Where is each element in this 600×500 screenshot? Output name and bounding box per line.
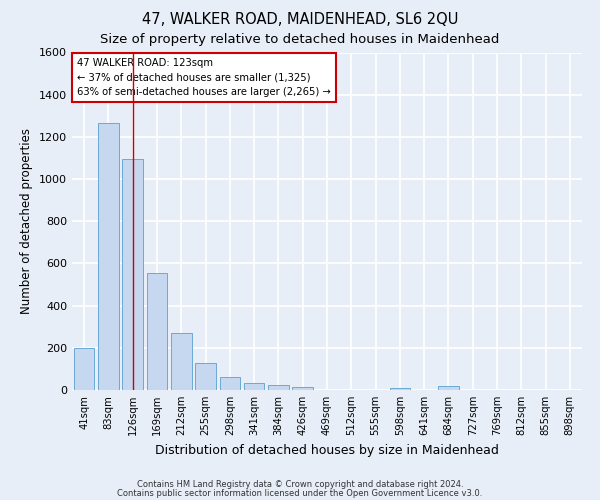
- Text: Contains public sector information licensed under the Open Government Licence v3: Contains public sector information licen…: [118, 489, 482, 498]
- Text: Contains HM Land Registry data © Crown copyright and database right 2024.: Contains HM Land Registry data © Crown c…: [137, 480, 463, 489]
- Bar: [292, 387, 313, 390]
- X-axis label: Distribution of detached houses by size in Maidenhead: Distribution of detached houses by size …: [155, 444, 499, 456]
- Y-axis label: Number of detached properties: Number of detached properties: [20, 128, 34, 314]
- Bar: [74, 348, 94, 390]
- Bar: [146, 273, 167, 390]
- Bar: [244, 382, 265, 390]
- Bar: [438, 386, 459, 390]
- Text: 47, WALKER ROAD, MAIDENHEAD, SL6 2QU: 47, WALKER ROAD, MAIDENHEAD, SL6 2QU: [142, 12, 458, 28]
- Bar: [171, 333, 191, 390]
- Text: 47 WALKER ROAD: 123sqm
← 37% of detached houses are smaller (1,325)
63% of semi-: 47 WALKER ROAD: 123sqm ← 37% of detached…: [77, 58, 331, 97]
- Bar: [220, 378, 240, 390]
- Bar: [98, 123, 119, 390]
- Bar: [122, 159, 143, 390]
- Bar: [389, 388, 410, 390]
- Text: Size of property relative to detached houses in Maidenhead: Size of property relative to detached ho…: [100, 34, 500, 46]
- Bar: [195, 362, 216, 390]
- Bar: [268, 384, 289, 390]
